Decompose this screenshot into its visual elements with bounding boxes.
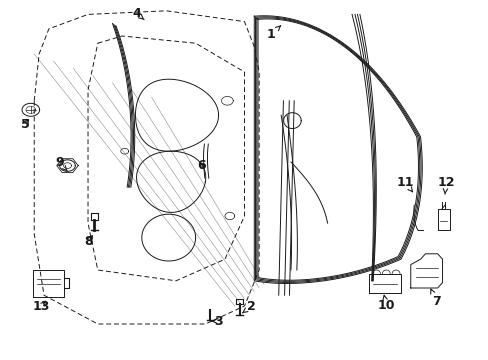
- Text: 12: 12: [436, 176, 454, 194]
- Text: 10: 10: [377, 295, 394, 312]
- Text: 5: 5: [21, 118, 30, 131]
- Text: 11: 11: [395, 176, 413, 192]
- Text: 2: 2: [242, 300, 256, 313]
- Text: 9: 9: [55, 156, 67, 171]
- Text: 6: 6: [197, 159, 206, 172]
- Text: 7: 7: [430, 289, 440, 308]
- Text: 4: 4: [132, 7, 144, 20]
- Text: 3: 3: [211, 315, 223, 328]
- Text: 8: 8: [84, 235, 93, 248]
- Text: 1: 1: [266, 26, 280, 41]
- Text: 13: 13: [33, 300, 50, 312]
